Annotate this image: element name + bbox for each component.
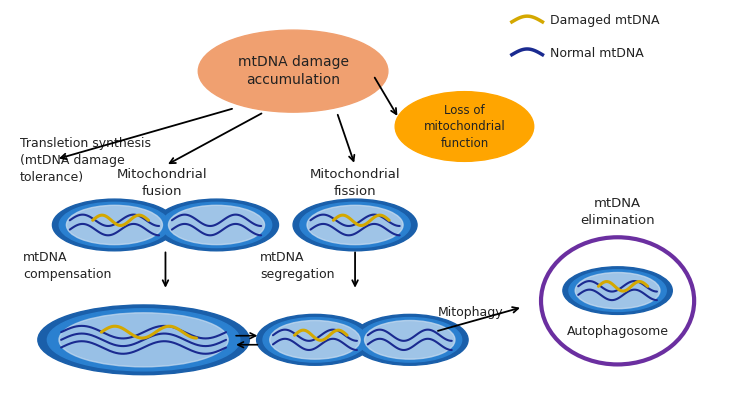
Ellipse shape: [365, 320, 455, 359]
Ellipse shape: [59, 202, 170, 247]
Ellipse shape: [198, 30, 388, 112]
Ellipse shape: [351, 314, 468, 365]
Text: Damaged mtDNA: Damaged mtDNA: [550, 14, 660, 27]
Text: Mitochondrial
fission: Mitochondrial fission: [310, 168, 400, 197]
Text: mtDNA
segregation: mtDNA segregation: [261, 251, 335, 281]
Ellipse shape: [263, 318, 367, 362]
Text: Autophagosome: Autophagosome: [567, 325, 668, 338]
Ellipse shape: [53, 199, 176, 251]
Ellipse shape: [168, 205, 264, 244]
Ellipse shape: [358, 318, 462, 362]
Ellipse shape: [395, 92, 534, 161]
Text: mtDNA
elimination: mtDNA elimination: [580, 197, 655, 227]
Ellipse shape: [563, 267, 672, 314]
Ellipse shape: [161, 202, 272, 247]
Ellipse shape: [300, 202, 410, 247]
Ellipse shape: [569, 270, 666, 311]
Ellipse shape: [257, 314, 373, 365]
Ellipse shape: [575, 273, 660, 309]
Ellipse shape: [154, 199, 278, 251]
Text: Mitophagy: Mitophagy: [438, 306, 503, 319]
Ellipse shape: [293, 199, 417, 251]
Ellipse shape: [38, 305, 250, 375]
Text: Mitochondrial
fusion: Mitochondrial fusion: [116, 168, 207, 197]
Text: Normal mtDNA: Normal mtDNA: [550, 47, 643, 60]
Text: mtDNA damage
accumulation: mtDNA damage accumulation: [238, 55, 348, 87]
Text: mtDNA
compensation: mtDNA compensation: [23, 251, 112, 281]
Text: Loss of
mitochondrial
function: Loss of mitochondrial function: [424, 104, 505, 150]
Ellipse shape: [307, 205, 403, 244]
Ellipse shape: [67, 205, 163, 244]
Ellipse shape: [59, 313, 228, 367]
Text: Transletion synthesis
(mtDNA damage
tolerance): Transletion synthesis (mtDNA damage tole…: [20, 137, 151, 184]
Ellipse shape: [270, 320, 360, 359]
Ellipse shape: [48, 309, 240, 371]
